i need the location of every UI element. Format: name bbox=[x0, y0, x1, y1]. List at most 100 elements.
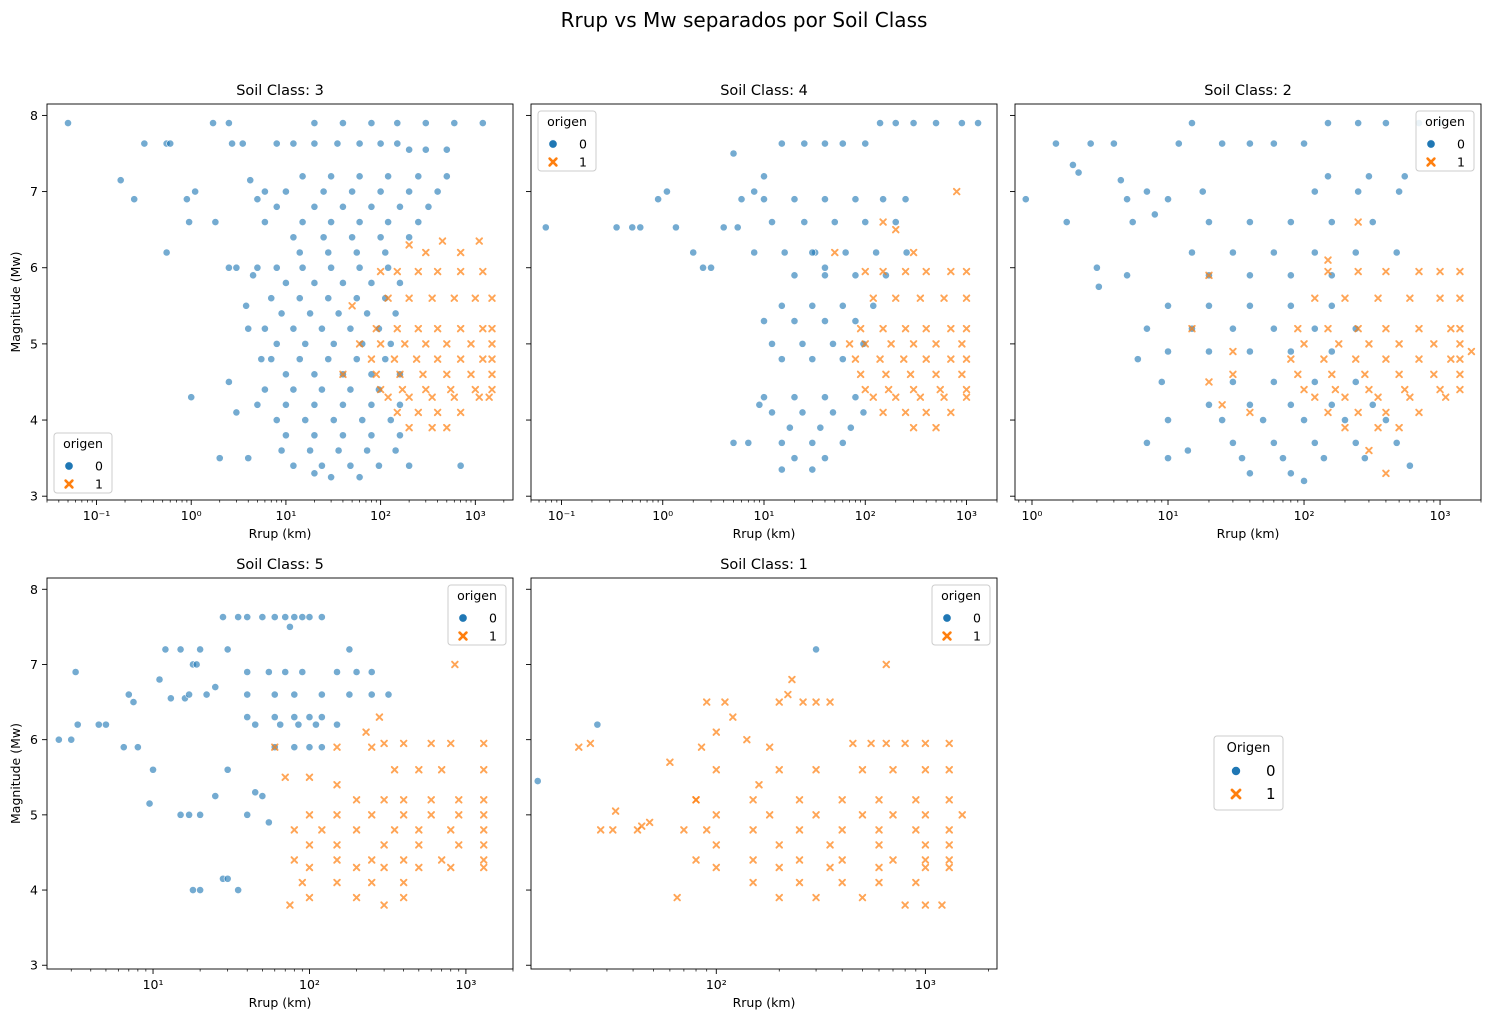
scatter-point-0 bbox=[1392, 438, 1401, 447]
global-legend-label-1: 1 bbox=[1266, 785, 1276, 803]
scatter-point-0 bbox=[282, 370, 290, 379]
scatter-point-1 bbox=[749, 826, 757, 834]
scatter-point-0 bbox=[261, 385, 269, 394]
scatter-point-0 bbox=[376, 233, 385, 242]
scatter-point-0 bbox=[876, 119, 884, 127]
y-tick-label: 3 bbox=[30, 958, 38, 973]
x-tick-label: 10² bbox=[1294, 508, 1315, 523]
scatter-point-0 bbox=[391, 309, 400, 318]
scatter-point-1 bbox=[355, 340, 364, 348]
scatter-point-0 bbox=[352, 668, 361, 676]
scatter-point-0 bbox=[1246, 139, 1254, 148]
scatter-point-0 bbox=[777, 301, 786, 310]
scatter-point-0 bbox=[1269, 378, 1278, 386]
scatter-point-0 bbox=[319, 187, 328, 196]
points-group bbox=[54, 613, 488, 909]
scatter-point-0 bbox=[654, 195, 663, 204]
scatter-point-0 bbox=[1229, 248, 1237, 257]
scatter-point-0 bbox=[272, 202, 281, 211]
scatter-point-0 bbox=[73, 720, 82, 729]
scatter-point-1 bbox=[1311, 294, 1319, 302]
scatter-point-0 bbox=[838, 355, 847, 364]
scatter-point-0 bbox=[161, 645, 170, 654]
scatter-point-1 bbox=[875, 796, 883, 804]
scatter-point-0 bbox=[289, 233, 298, 242]
scatter-point-0 bbox=[367, 690, 376, 699]
scatter-point-1 bbox=[775, 863, 783, 872]
scatter-point-0 bbox=[777, 438, 786, 447]
scatter-point-1 bbox=[906, 370, 915, 379]
scatter-point-0 bbox=[777, 465, 786, 474]
legend-frame bbox=[53, 432, 113, 494]
scatter-point-1 bbox=[333, 811, 341, 819]
scatter-point-0 bbox=[251, 720, 260, 729]
scatter-point-1 bbox=[879, 267, 887, 276]
scatter-point-0 bbox=[289, 139, 298, 148]
scatter-point-0 bbox=[234, 613, 243, 621]
scatter-point-1 bbox=[826, 841, 834, 849]
scatter-point-0 bbox=[324, 355, 333, 364]
scatter-point-1 bbox=[869, 393, 878, 401]
x-tick-label: 10² bbox=[855, 508, 876, 523]
scatter-point-0 bbox=[859, 408, 868, 417]
scatter-point-1 bbox=[775, 841, 783, 849]
scatter-point-0 bbox=[346, 385, 355, 394]
scatter-point-1 bbox=[488, 340, 496, 348]
scatter-point-0 bbox=[295, 355, 304, 364]
scatter-point-1 bbox=[922, 408, 930, 417]
scatter-point-1 bbox=[1430, 340, 1438, 348]
scatter-point-0 bbox=[327, 263, 335, 272]
figure-suptitle: Rrup vs Mw separados por Soil Class bbox=[561, 8, 928, 32]
scatter-point-1 bbox=[795, 878, 804, 887]
scatter-point-0 bbox=[1164, 454, 1172, 463]
global-legend-marker-0 bbox=[1231, 766, 1242, 777]
scatter-point-0 bbox=[367, 202, 376, 211]
scatter-point-1 bbox=[1324, 267, 1332, 276]
panel-4: Soil Class: 1 10² 10³ Rrup (km) origen 0 1 bbox=[526, 557, 998, 1010]
scatter-point-1 bbox=[1456, 324, 1464, 333]
scatter-point-1 bbox=[887, 340, 895, 348]
scatter-point-1 bbox=[488, 355, 496, 363]
scatter-point-0 bbox=[310, 279, 319, 287]
scatter-point-0 bbox=[541, 223, 550, 232]
scatter-point-1 bbox=[479, 863, 488, 872]
scatter-point-0 bbox=[902, 248, 911, 257]
scatter-point-0 bbox=[974, 119, 982, 127]
scatter-point-1 bbox=[1341, 423, 1349, 432]
panel-legend: origen 0 1 bbox=[931, 584, 991, 646]
scatter-point-0 bbox=[821, 393, 829, 402]
scatter-point-0 bbox=[808, 438, 817, 447]
scatter-point-0 bbox=[821, 263, 829, 272]
scatter-point-0 bbox=[258, 792, 267, 800]
scatter-point-1 bbox=[749, 878, 757, 887]
y-tick-label: 6 bbox=[30, 260, 38, 275]
scatter-point-0 bbox=[1324, 172, 1332, 181]
scatter-point-1 bbox=[1205, 378, 1213, 386]
scatter-point-0 bbox=[376, 139, 385, 148]
scatter-point-1 bbox=[912, 826, 920, 834]
legend-frame bbox=[447, 584, 507, 646]
x-axis-label: Rrup (km) bbox=[249, 995, 312, 1010]
scatter-point-0 bbox=[375, 461, 383, 470]
scatter-point-0 bbox=[932, 119, 940, 127]
scatter-point-0 bbox=[282, 187, 290, 196]
scatter-point-1 bbox=[1436, 294, 1444, 302]
legend-title: origen bbox=[63, 436, 103, 451]
scatter-point-0 bbox=[1382, 416, 1390, 424]
scatter-point-0 bbox=[386, 339, 395, 348]
scatter-point-1 bbox=[702, 826, 711, 834]
scatter-point-1 bbox=[909, 423, 918, 432]
scatter-point-0 bbox=[405, 233, 414, 242]
scatter-point-1 bbox=[795, 796, 804, 804]
scatter-point-1 bbox=[749, 796, 757, 804]
scatter-point-1 bbox=[333, 856, 341, 864]
scatter-point-0 bbox=[355, 473, 364, 482]
scatter-point-0 bbox=[251, 788, 260, 797]
scatter-point-1 bbox=[352, 863, 361, 872]
y-tick-label: 8 bbox=[30, 582, 38, 597]
global-legend-label-0: 0 bbox=[1266, 762, 1276, 780]
scatter-point-0 bbox=[176, 645, 185, 654]
x-tick-label: 10⁰ bbox=[1022, 508, 1043, 523]
scatter-point-0 bbox=[1123, 271, 1131, 280]
scatter-point-0 bbox=[352, 355, 361, 364]
